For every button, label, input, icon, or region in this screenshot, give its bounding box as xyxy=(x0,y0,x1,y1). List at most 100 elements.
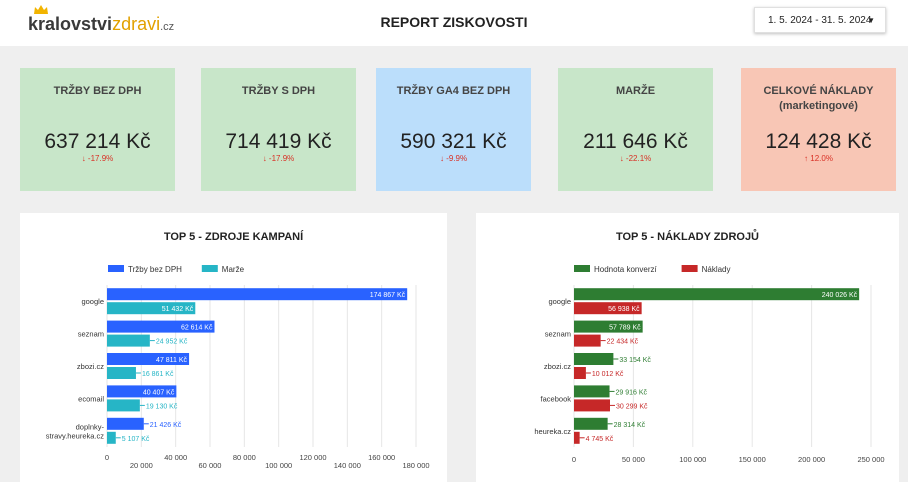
kpi-value: 590 321 Kč xyxy=(400,130,507,153)
bar xyxy=(574,288,860,301)
x-tick-label: 80 000 xyxy=(233,453,256,462)
x-tick-label: 100 000 xyxy=(265,461,292,470)
date-range-picker[interactable]: 1. 5. 2024 - 31. 5. 2024 ▼ xyxy=(754,7,886,33)
data-label: 174 867 Kč xyxy=(370,292,406,299)
kpi-card: TRŽBY GA4 BEZ DPH 590 321 Kč ↓ -9.9% xyxy=(376,68,531,191)
kpi-delta: ↓ -17.9% xyxy=(81,154,114,163)
data-label: 62 614 Kč xyxy=(181,325,213,332)
chart-panel-source-costs: TOP 5 - NÁKLADY ZDROJŮ Hodnota konverzí N… xyxy=(476,213,899,482)
bar xyxy=(574,417,608,430)
legend-swatch xyxy=(574,265,590,272)
bar xyxy=(107,431,116,444)
kpi-value: 211 646 Kč xyxy=(583,130,688,153)
x-tick-label: 0 xyxy=(105,453,109,462)
kpi-value: 714 419 Kč xyxy=(225,130,332,153)
x-tick-label: 200 000 xyxy=(798,455,825,464)
category-label: heureka.cz xyxy=(534,427,571,436)
data-label: 5 107 Kč xyxy=(122,436,150,443)
kpi-delta: ↓ -9.9% xyxy=(439,154,468,163)
kpi-card: MARŽE 211 646 Kč ↓ -22.1% xyxy=(558,68,713,191)
bar xyxy=(574,431,580,444)
category-label: ecomail xyxy=(78,394,104,403)
x-tick-label: 0 xyxy=(572,455,576,464)
chart-campaign-sources: Tržby bez DPH Marže 0 20 000 40 000 60 000 80 … xyxy=(46,265,430,470)
date-range-value: 1. 5. 2024 - 31. 5. 2024 xyxy=(768,15,872,26)
kpi-delta: ↑ 12.0% xyxy=(804,154,833,163)
x-tick-label: 60 000 xyxy=(199,461,222,470)
bar xyxy=(107,417,144,430)
logo-part3: .cz xyxy=(160,21,175,33)
bar xyxy=(107,302,196,315)
kpi-card: TRŽBY S DPH 714 419 Kč ↓ -17.9% xyxy=(201,68,356,191)
kpi-delta: ↓ -22.1% xyxy=(619,154,652,163)
data-label: 47 811 Kč xyxy=(156,357,188,364)
header-bar: kralovstvizdravi.cz REPORT ZISKOVOSTI 1.… xyxy=(0,0,908,46)
bar xyxy=(107,334,150,347)
x-tick-label: 120 000 xyxy=(299,453,326,462)
category-label: google xyxy=(81,297,104,306)
category-label: zbozi.cz xyxy=(77,362,104,371)
kpi-label: TRŽBY S DPH xyxy=(241,85,316,97)
bar xyxy=(107,385,177,398)
bar xyxy=(574,367,586,379)
bar xyxy=(107,399,140,412)
x-tick-label: 180 000 xyxy=(402,461,429,470)
x-tick-label: 100 000 xyxy=(679,455,706,464)
x-tick-label: 150 000 xyxy=(739,455,766,464)
legend-label: Marže xyxy=(222,265,245,274)
legend-swatch xyxy=(201,265,218,272)
legend-swatch xyxy=(108,265,124,272)
data-label: 57 789 Kč xyxy=(609,325,641,332)
page-title: REPORT ZISKOVOSTI xyxy=(380,14,528,30)
data-label: 10 012 Kč xyxy=(592,371,624,378)
data-label: 56 938 Kč xyxy=(608,306,640,313)
category-label: seznam xyxy=(545,330,571,339)
category-label: seznam xyxy=(78,330,104,339)
kpi-card: TRŽBY BEZ DPH 637 214 Kč ↓ -17.9% xyxy=(20,68,175,191)
logo[interactable]: kralovstvizdravi.cz xyxy=(28,14,174,35)
category-label: google xyxy=(548,297,571,306)
data-label: 24 952 Kč xyxy=(156,339,188,346)
kpi-value: 637 214 Kč xyxy=(44,130,151,153)
chart-title: TOP 5 - ZDROJE KAMPANÍ xyxy=(163,231,304,243)
data-label: 22 434 Kč xyxy=(607,339,639,346)
bar xyxy=(574,399,610,412)
x-tick-label: 40 000 xyxy=(164,453,187,462)
kpi-delta: ↓ -17.9% xyxy=(262,154,295,163)
legend-label: Hodnota konverzí xyxy=(594,265,657,274)
kpi-label: TRŽBY BEZ DPH xyxy=(53,85,142,97)
bar xyxy=(574,302,642,315)
data-label: 51 432 Kč xyxy=(162,306,194,313)
data-label: 4 745 Kč xyxy=(586,436,614,443)
kpi-value: 124 428 Kč xyxy=(765,130,872,153)
chart-source-costs: Hodnota konverzí Náklady 0 50 000 100 000 150… xyxy=(534,265,885,464)
x-tick-label: 20 000 xyxy=(130,461,153,470)
category-label: zbozi.cz xyxy=(544,362,571,371)
data-label: 21 426 Kč xyxy=(150,422,182,429)
data-label: 33 154 Kč xyxy=(619,357,651,364)
crown-icon xyxy=(34,5,48,14)
x-tick-label: 50 000 xyxy=(622,455,645,464)
bar xyxy=(574,353,614,365)
logo-part1: kralovstvi xyxy=(28,14,113,34)
kpi-card: CELKOVÉ NÁKLADY (marketingové) 124 428 Kč… xyxy=(741,68,896,191)
legend-swatch xyxy=(681,265,698,272)
data-label: 28 314 Kč xyxy=(614,422,646,429)
bar xyxy=(107,288,408,301)
bar xyxy=(574,385,610,398)
bar xyxy=(107,353,190,365)
bar xyxy=(574,320,643,333)
logo-part2: zdravi xyxy=(112,14,161,34)
chart-panel-campaign-sources: TOP 5 - ZDROJE KAMPANÍ Tržby bez DPH Marž… xyxy=(20,213,447,482)
data-label: 240 026 Kč xyxy=(822,292,858,299)
x-tick-label: 160 000 xyxy=(368,453,395,462)
category-label: stravy.heureka.cz xyxy=(46,431,104,440)
data-label: 19 130 Kč xyxy=(146,403,178,410)
kpi-label: CELKOVÉ NÁKLADY (marketingové) xyxy=(763,85,874,112)
legend-label: Tržby bez DPH xyxy=(128,265,182,274)
kpi-label: TRŽBY GA4 BEZ DPH xyxy=(396,85,511,97)
bar xyxy=(107,367,136,379)
chevron-down-icon: ▼ xyxy=(867,16,875,25)
data-label: 40 407 Kč xyxy=(143,389,175,396)
data-label: 16 861 Kč xyxy=(142,371,174,378)
